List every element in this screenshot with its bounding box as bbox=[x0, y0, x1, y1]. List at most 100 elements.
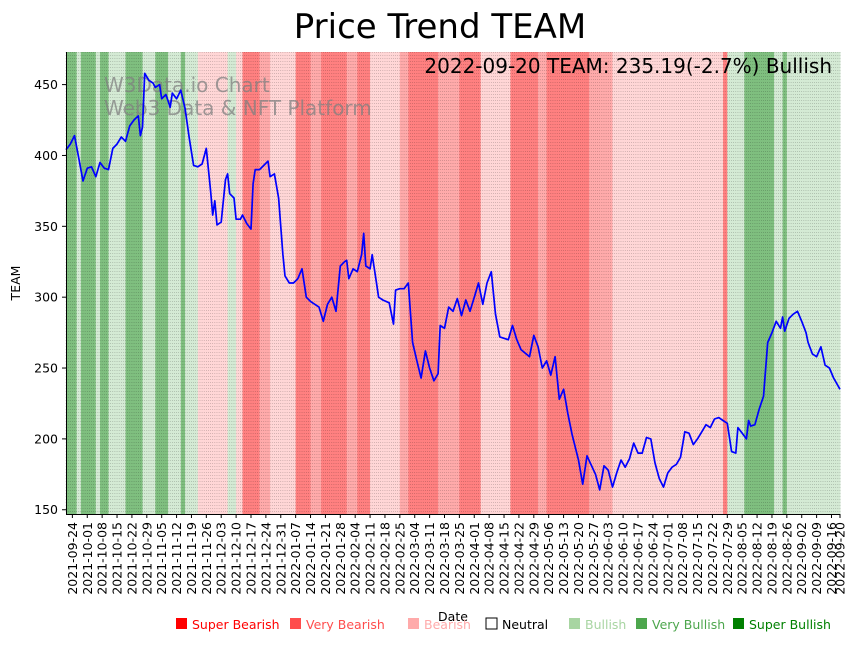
watermark: W3Data.io Chart Web3 Data & NFT Platform bbox=[104, 73, 372, 120]
x-tick-label: 2022-08-19 bbox=[765, 522, 780, 595]
sentiment-band-30 bbox=[538, 52, 548, 514]
sentiment-band-9 bbox=[168, 52, 182, 514]
legend-swatch-super-bearish bbox=[176, 618, 187, 629]
x-tick-label: 2022-07-22 bbox=[705, 522, 720, 595]
y-tick-label: 200 bbox=[34, 431, 58, 446]
sentiment-band-1 bbox=[76, 52, 82, 514]
x-tick-label: 2022-02-18 bbox=[378, 522, 393, 595]
x-tick-label: 2022-01-14 bbox=[303, 522, 318, 595]
x-tick-label: 2022-05-13 bbox=[556, 522, 571, 595]
x-tick-label: 2021-12-03 bbox=[214, 522, 229, 595]
x-tick-label: 2022-01-28 bbox=[333, 522, 348, 595]
x-tick-label: 2022-05-06 bbox=[541, 522, 556, 595]
sentiment-band-15 bbox=[242, 52, 260, 514]
x-tick-label: 2022-02-25 bbox=[392, 522, 407, 595]
sentiment-band-34 bbox=[723, 52, 728, 514]
y-tick-label: 250 bbox=[34, 361, 58, 376]
sentiment-band-11 bbox=[185, 52, 199, 514]
price-series-line bbox=[65, 72, 841, 491]
sentiment-band-7 bbox=[142, 52, 156, 514]
sentiment-band-24 bbox=[399, 52, 409, 514]
x-tick-label: 2021-11-05 bbox=[154, 522, 169, 595]
x-tick-label: 2022-01-21 bbox=[318, 522, 333, 595]
watermark-line-1: W3Data.io Chart bbox=[104, 73, 270, 97]
x-tick-label: 2021-11-12 bbox=[169, 522, 184, 595]
sentiment-band-29 bbox=[510, 52, 539, 514]
x-tick-label: 2022-04-29 bbox=[526, 522, 541, 595]
x-axis-label: Date bbox=[438, 609, 468, 624]
x-tick-label: 2022-02-11 bbox=[363, 522, 378, 595]
legend-swatch-very-bullish bbox=[636, 618, 647, 629]
plot-area: W3Data.io Chart Web3 Data & NFT Platform bbox=[65, 52, 841, 514]
y-tick-label: 400 bbox=[34, 148, 58, 163]
x-tick-label: 2022-06-03 bbox=[601, 522, 616, 595]
chart-title: Price Trend TEAM bbox=[294, 7, 586, 47]
sentiment-band-26 bbox=[438, 52, 460, 514]
x-tick-label: 2021-10-01 bbox=[80, 522, 95, 595]
x-tick-label: 2022-08-05 bbox=[735, 522, 750, 595]
x-tick-label: 2022-04-15 bbox=[497, 522, 512, 595]
sentiment-band-22 bbox=[357, 52, 371, 514]
sentiment-bands bbox=[66, 52, 841, 514]
y-tick-label: 350 bbox=[34, 219, 58, 234]
x-tick-label: 2021-10-29 bbox=[139, 522, 154, 595]
x-tick-label: 2021-12-17 bbox=[244, 522, 259, 595]
legend-label-neutral: Neutral bbox=[502, 617, 548, 632]
x-ticks: 2021-09-24 2021-10-01 2021-10-08 2021-10-15… bbox=[65, 514, 848, 595]
x-tick-label: 2022-08-26 bbox=[779, 522, 794, 595]
x-tick-label: 2021-10-08 bbox=[95, 522, 110, 595]
x-tick-label: 2022-09-16 bbox=[824, 522, 839, 595]
x-tick-label: 2022-07-01 bbox=[660, 522, 675, 595]
sentiment-band-12 bbox=[197, 52, 229, 514]
x-tick-label: 2022-06-24 bbox=[645, 522, 660, 595]
axes bbox=[66, 52, 840, 515]
y-tick-label: 300 bbox=[34, 290, 58, 305]
x-tick-label: 2022-07-08 bbox=[675, 522, 690, 595]
x-tick-label: 2022-03-18 bbox=[437, 522, 452, 595]
x-tick-label: 2022-09-02 bbox=[794, 522, 809, 595]
x-tick-label: 2022-02-04 bbox=[348, 522, 363, 595]
x-tick-label: 2022-05-20 bbox=[571, 522, 586, 595]
x-tick-label: 2022-08-12 bbox=[750, 522, 765, 595]
legend-label-very-bearish: Very Bearish bbox=[306, 617, 385, 632]
sentiment-band-13 bbox=[227, 52, 237, 514]
x-tick-label: 2022-01-07 bbox=[288, 522, 303, 595]
sentiment-band-28 bbox=[480, 52, 511, 514]
sentiment-band-37 bbox=[774, 52, 784, 514]
x-tick-label: 2021-12-31 bbox=[273, 522, 288, 595]
sentiment-band-35 bbox=[727, 52, 745, 514]
x-tick-label: 2022-04-08 bbox=[482, 522, 497, 595]
sentiment-band-21 bbox=[346, 52, 358, 514]
x-tick-label: 2022-09-09 bbox=[809, 522, 824, 595]
legend-label-super-bearish: Super Bearish bbox=[192, 617, 280, 632]
x-tick-label: 2021-12-10 bbox=[229, 522, 244, 595]
x-tick-label: 2022-06-17 bbox=[631, 522, 646, 595]
sentiment-band-36 bbox=[744, 52, 775, 514]
x-tick-label: 2022-04-01 bbox=[467, 522, 482, 595]
legend: Super Bearish Very Bearish Bearish Neutral B… bbox=[176, 617, 831, 632]
x-tick-label: 2022-03-04 bbox=[407, 522, 422, 595]
sentiment-band-38 bbox=[782, 52, 788, 514]
sentiment-band-5 bbox=[108, 52, 127, 514]
headline-annotation: 2022-09-20 TEAM: 235.19(-2.7%) Bullish bbox=[424, 54, 832, 78]
y-tick-label: 150 bbox=[34, 502, 58, 517]
legend-swatch-super-bullish bbox=[733, 618, 744, 629]
sentiment-band-0 bbox=[66, 52, 78, 514]
x-tick-label: 2021-09-24 bbox=[65, 522, 80, 595]
y-tick-label: 450 bbox=[34, 77, 58, 92]
sentiment-band-33 bbox=[612, 52, 724, 514]
sentiment-band-19 bbox=[310, 52, 322, 514]
sentiment-band-39 bbox=[786, 52, 841, 514]
sentiment-band-16 bbox=[259, 52, 271, 514]
sentiment-band-27 bbox=[459, 52, 482, 514]
x-tick-label: 2021-12-24 bbox=[258, 522, 273, 595]
sentiment-band-6 bbox=[125, 52, 144, 514]
legend-swatch-bullish bbox=[569, 618, 580, 629]
x-tick-label: 2021-11-19 bbox=[184, 522, 199, 595]
sentiment-band-31 bbox=[546, 52, 590, 514]
x-tick-label: 2022-03-11 bbox=[422, 522, 437, 595]
y-ticks: 150 200 250 300 350 400 450 bbox=[34, 77, 66, 517]
sentiment-band-20 bbox=[321, 52, 348, 514]
sentiment-band-8 bbox=[155, 52, 169, 514]
